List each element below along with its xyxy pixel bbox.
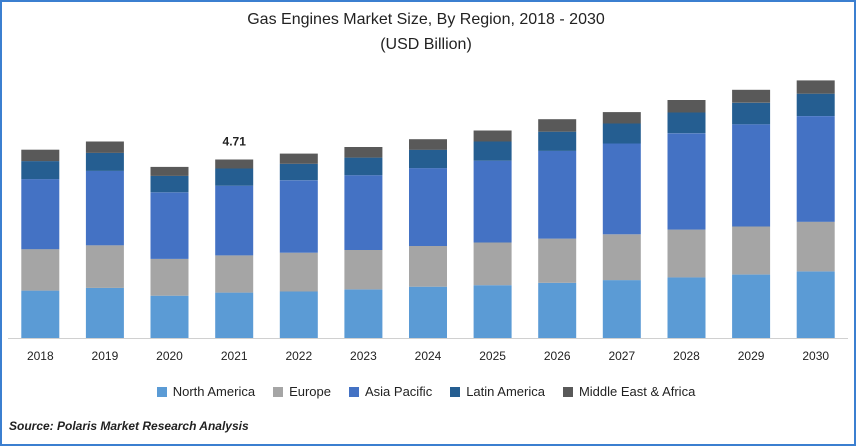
bar-2025-north-america [473, 285, 512, 338]
bar-2024-latin-america [409, 149, 447, 169]
x-tick-label-2027: 2027 [608, 349, 635, 363]
bar-2028-north-america [667, 277, 706, 338]
bar-2022-north-america [279, 291, 318, 338]
bar-2020-europe [150, 258, 189, 296]
legend-label: Latin America [466, 384, 545, 399]
legend-label: Europe [289, 384, 331, 399]
bar-2030-middle-east-africa [796, 80, 835, 94]
bar-2028-europe [667, 229, 706, 278]
bar-2030-latin-america [796, 93, 835, 116]
x-tick-label-2023: 2023 [350, 349, 377, 363]
bar-2023-latin-america [344, 157, 383, 176]
x-tick-label-2018: 2018 [27, 349, 54, 363]
bar-2026-asia-pacific [538, 150, 577, 239]
bar-2028-latin-america [667, 112, 706, 134]
bar-2029-europe [732, 226, 771, 275]
x-tick-label-2025: 2025 [479, 349, 506, 363]
bar-2020-middle-east-africa [150, 166, 189, 176]
bar-2018-asia-pacific [21, 179, 60, 250]
bar-2025-middle-east-africa [473, 130, 512, 142]
legend-swatch [349, 386, 359, 397]
bar-2028-middle-east-africa [667, 100, 706, 113]
bar-2019-middle-east-africa [85, 141, 124, 153]
bar-2029-middle-east-africa [732, 89, 771, 103]
legend-swatch [562, 386, 573, 397]
bar-2027-latin-america [602, 123, 641, 144]
bar-2021-asia-pacific [215, 185, 254, 256]
bar-2025-asia-pacific [473, 160, 512, 243]
x-tick-label-2019: 2019 [92, 349, 119, 363]
data-label-2021: 4.71 [223, 135, 247, 149]
x-tick-label-2030: 2030 [802, 349, 829, 363]
legend-item-europe: Europe [273, 384, 331, 399]
legend-label: North America [172, 384, 256, 399]
legend-item-latin-america: Latin America [450, 384, 545, 399]
bar-2026-europe [538, 238, 577, 283]
bar-2027-europe [602, 234, 641, 281]
source-text: Source: Polaris Market Research Analysis [9, 419, 249, 433]
bar-2027-asia-pacific [602, 143, 641, 235]
bar-2019-asia-pacific [85, 170, 124, 246]
bar-2018-europe [21, 249, 60, 291]
bar-2020-north-america [150, 295, 189, 338]
bar-2026-latin-america [538, 131, 577, 151]
legend-swatch [450, 386, 461, 397]
legend-item-north-america: North America [156, 384, 256, 399]
x-tick-label-2028: 2028 [673, 349, 700, 363]
bar-2029-latin-america [732, 102, 771, 125]
x-tick-label-2024: 2024 [415, 349, 442, 363]
x-tick-label-2020: 2020 [156, 349, 183, 363]
x-tick-label-2026: 2026 [544, 349, 571, 363]
chart-subtitle: (USD Billion) [380, 36, 472, 53]
bar-2021-europe [215, 255, 254, 293]
bar-2022-asia-pacific [279, 180, 318, 253]
chart-title: Gas Engines Market Size, By Region, 2018… [247, 11, 605, 28]
bar-2021-middle-east-africa [215, 159, 254, 169]
x-tick-label-2029: 2029 [738, 349, 765, 363]
bar-2022-latin-america [279, 163, 318, 181]
bar-2027-middle-east-africa [602, 112, 641, 124]
bar-2030-asia-pacific [796, 116, 835, 222]
bar-2024-north-america [409, 286, 447, 338]
bar-2023-europe [344, 249, 383, 290]
bar-2029-north-america [732, 274, 771, 338]
legend-label: Asia Pacific [365, 384, 433, 399]
legend-swatch [273, 386, 284, 397]
bar-2028-asia-pacific [667, 133, 706, 230]
legend-label: Middle East & Africa [578, 384, 696, 399]
bar-2021-latin-america [215, 168, 254, 186]
x-tick-label-2022: 2022 [285, 349, 312, 363]
stacked-bar-chart: 2018 2019 2020 2021 4.71 2022 2023 2024 2025 2026… [8, 80, 848, 363]
bar-2021-north-america [215, 292, 254, 338]
bar-2029-asia-pacific [732, 124, 771, 227]
legend-item-asia-pacific: Asia Pacific [349, 384, 432, 399]
bar-2023-asia-pacific [344, 175, 383, 250]
legend-swatch [156, 386, 167, 397]
x-tick-label-2021: 2021 [221, 349, 248, 363]
bar-2025-europe [473, 242, 512, 286]
bar-2030-north-america [796, 271, 835, 338]
bar-2022-europe [279, 252, 318, 292]
bar-2024-asia-pacific [409, 168, 447, 246]
legend-item-middle-east-africa: Middle East & Africa [562, 384, 696, 399]
bar-2024-europe [409, 246, 447, 287]
bar-2020-latin-america [150, 175, 189, 193]
bar-2020-asia-pacific [150, 192, 189, 259]
bar-2019-latin-america [85, 152, 124, 171]
bar-2026-middle-east-africa [538, 119, 577, 132]
bar-2023-north-america [344, 289, 383, 338]
bar-2019-europe [85, 245, 124, 288]
bar-2027-north-america [602, 280, 641, 338]
bar-2022-middle-east-africa [279, 153, 318, 164]
bar-2025-latin-america [473, 141, 512, 161]
chart-legend: North America Europe Asia Pacific Latin Ame… [0, 384, 852, 399]
bar-2023-middle-east-africa [344, 147, 383, 158]
bar-2018-middle-east-africa [21, 149, 60, 162]
bar-2019-north-america [85, 287, 124, 338]
bar-2026-north-america [538, 282, 577, 338]
bar-2030-europe [796, 221, 835, 272]
bar-2018-north-america [21, 290, 60, 338]
bar-2018-latin-america [21, 161, 60, 180]
bar-2024-middle-east-africa [409, 139, 447, 150]
